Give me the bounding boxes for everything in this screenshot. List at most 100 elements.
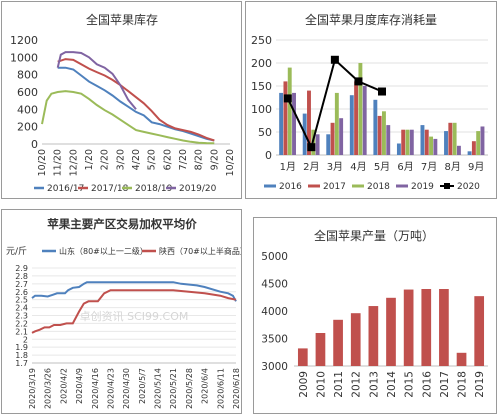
bar-2018-1月 [287, 67, 292, 155]
bar-2019 [474, 296, 485, 366]
inventory-line-chart: 全国苹果库存 0 200 400 600 800 1000 1200 10/20 11/20 12/… [10, 12, 236, 194]
legend-label: 陕西（70#以上半商品） [159, 246, 241, 256]
y-tick-label: 2.5 [15, 296, 28, 305]
legend-label: 山东（80#以上一二级） [59, 246, 148, 256]
y-tick-label: 600 [17, 86, 38, 99]
legend-label: 2020 [457, 182, 480, 192]
x-tick-label: 2019 [474, 371, 486, 398]
bar-2016 [421, 289, 432, 366]
x-tick-label: 12/20 [68, 149, 79, 176]
line-marker-2020-3月 [330, 55, 339, 64]
x-tick-label: 8月 [444, 161, 460, 173]
bar-2019-5月 [386, 125, 391, 155]
x-tick-label: 2020/3/26 [44, 368, 53, 409]
bar-2013 [368, 306, 379, 366]
y-tick-label: 2.1 [15, 327, 28, 336]
x-tick-label: 1月 [280, 161, 296, 173]
bar-2018-7月 [429, 136, 434, 155]
watermark: 卓创资讯 SCI99.COM [80, 310, 189, 323]
x-tick-label: 1/20 [84, 149, 95, 170]
x-tick-label: 5/20 [147, 149, 158, 170]
x-tick-label: 7月 [421, 161, 437, 173]
x-tick-label: 2014 [386, 371, 398, 398]
legend-swatch-2020-marker [444, 183, 450, 189]
bar-2016-5月 [373, 99, 378, 155]
chart-title: 全国苹果月度库存消耗量 [305, 12, 437, 27]
legend-label: 2016/17 [47, 184, 84, 194]
y-tick-label: 0 [265, 149, 272, 162]
x-tick-label: 9/20 [209, 149, 220, 170]
x-tick-label: 2016 [421, 371, 433, 398]
bar-2016-1月 [279, 92, 284, 155]
bar-2017-4月 [354, 81, 359, 155]
bar-2017-5月 [377, 115, 382, 155]
chart-title: 苹果主要产区交易加权平均价 [47, 217, 197, 231]
y-tick-label: 1200 [10, 34, 38, 47]
x-tick-label: 2020/4/30 [122, 368, 131, 409]
inventory-chart-panel: 全国苹果库存 0 200 400 600 800 1000 1200 10/20 11/20 12/… [1, 1, 242, 199]
x-tick-label: 2020/3/19 [28, 368, 37, 409]
y-tick-label: 400 [17, 103, 38, 116]
y-tick-label: 250 [251, 34, 272, 47]
series-line-陕西（70#以上半商品） [31, 289, 237, 334]
y-tick-label: 800 [17, 69, 38, 82]
x-tick-label: 6月 [397, 161, 413, 173]
series-line-山东（80#以上一二级） [31, 281, 237, 302]
y-tick-label: 2.6 [15, 288, 28, 297]
x-tick-label: 2017 [439, 371, 451, 398]
legend-label: 2016 [279, 182, 302, 192]
x-tick-label: 2020/6/4 [201, 368, 210, 404]
x-tick-label: 10/20 [37, 149, 48, 176]
bar-2017-1月 [283, 81, 288, 155]
x-tick-label: 2020/4/16 [91, 368, 100, 409]
y-tick-label: 200 [251, 57, 272, 70]
y-tick-label: 3000 [261, 361, 288, 373]
price-chart-panel: 苹果主要产区交易加权平均价元/斤 山东（80#以上一二级） 陕西（70#以上半商品）… [1, 209, 242, 414]
x-tick-label: 2020/4/2 [59, 368, 68, 404]
y-tick-label: 3500 [261, 334, 288, 346]
y-tick-label: 4000 [261, 306, 288, 318]
x-tick-label: 4/20 [131, 149, 142, 170]
bar-2014 [386, 297, 396, 366]
x-tick-label: 2/20 [100, 149, 111, 170]
bar-2010 [315, 333, 326, 366]
x-tick-label: 4月 [350, 161, 366, 173]
series-line-2019/20 [56, 51, 137, 110]
x-tick-label: 9月 [468, 161, 484, 173]
bar-2016-6月 [396, 143, 401, 155]
legend-label: 2017/18 [91, 184, 129, 194]
monthly-consumption-bar-chart: 全国苹果月度库存消耗量 0 50 100 150 200 250 1月 2月 3月 4月 5月 6月 7月… [251, 12, 488, 192]
y-axis-label: 元/斤 [6, 246, 27, 257]
x-tick-label: 2020/5/21 [169, 368, 178, 409]
x-tick-label: 3月 [327, 161, 343, 173]
bar-2016-8月 [444, 131, 448, 155]
series-line-2016/17 [57, 66, 215, 142]
bar-2016-7月 [420, 125, 425, 155]
bar-2019-9月 [480, 126, 485, 155]
bar-2018 [456, 352, 467, 366]
series-line-2018/19 [41, 90, 215, 145]
legend-label: 2017 [323, 182, 346, 192]
bar-2011 [333, 319, 343, 366]
x-tick-label: 6/20 [162, 149, 173, 170]
bar-2018-6月 [405, 129, 410, 155]
x-tick-label: 2020/4/23 [106, 368, 115, 409]
x-tick-label: 2020/4/9 [75, 368, 84, 404]
y-tick-label: 2.8 [15, 272, 28, 281]
bar-2018-3月 [334, 92, 339, 155]
bar-2017-9月 [471, 141, 476, 155]
y-tick-label: 1.7 [15, 359, 28, 368]
bar-2019-4月 [362, 86, 367, 155]
series-line-2017/18 [57, 58, 215, 142]
bar-2017-3月 [330, 122, 335, 155]
x-tick-label: 2020/5/7 [138, 368, 147, 404]
y-tick-label: 1.9 [15, 343, 28, 352]
y-tick-label: 150 [251, 80, 272, 93]
line-marker-2020-4月 [354, 77, 363, 86]
x-tick-label: 2018 [457, 371, 469, 398]
x-tick-label: 2010 [315, 371, 327, 398]
y-tick-label: 4500 [261, 279, 288, 291]
x-tick-label: 2009 [298, 371, 310, 398]
y-tick-label: 200 [17, 121, 38, 134]
